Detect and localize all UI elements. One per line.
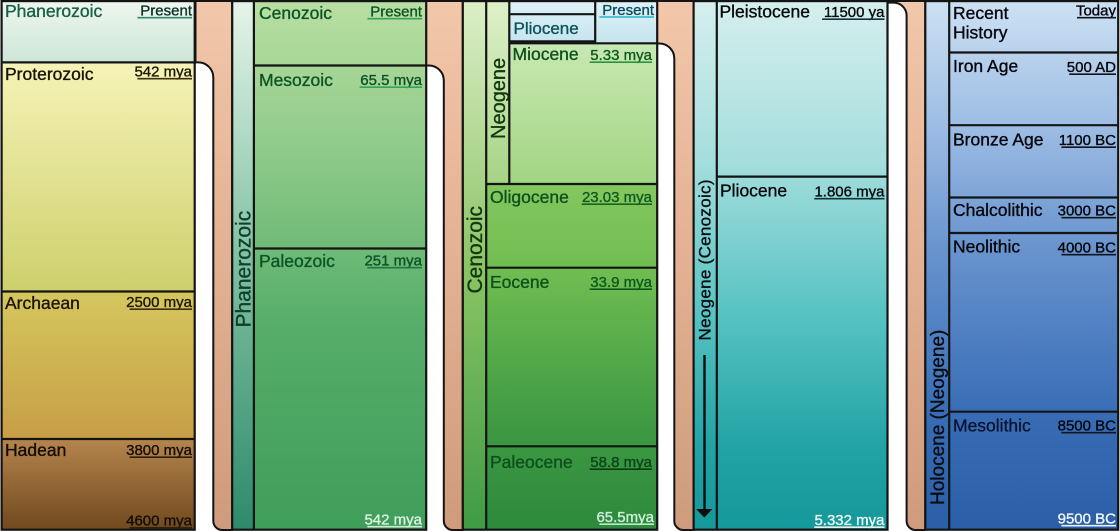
svg-text:Bronze Age: Bronze Age [953,130,1043,150]
svg-text:Paleozoic: Paleozoic [259,251,335,271]
svg-text:Phanerozoic: Phanerozoic [233,211,256,328]
svg-text:58.8 mya: 58.8 mya [590,454,652,471]
svg-text:Mesolithic: Mesolithic [953,416,1031,436]
svg-text:Present: Present [602,2,655,19]
svg-text:3800 mya: 3800 mya [126,442,193,459]
svg-text:8500 BC: 8500 BC [1058,418,1117,435]
svg-text:1100 BC: 1100 BC [1059,132,1116,149]
svg-text:Neogene (Cenozoic): Neogene (Cenozoic) [696,179,715,340]
svg-text:542 mya: 542 mya [134,64,192,81]
svg-text:4600 mya: 4600 mya [126,513,193,530]
svg-text:Today: Today [1076,3,1117,20]
svg-text:Hadean: Hadean [5,440,66,460]
svg-text:11500 ya: 11500 ya [824,4,885,21]
svg-text:Neolithic: Neolithic [953,237,1020,257]
svg-text:Mesozoic: Mesozoic [259,70,333,90]
svg-text:Oligocene: Oligocene [490,187,569,207]
svg-text:Iron Age: Iron Age [953,56,1018,76]
svg-text:65.5 mya: 65.5 mya [360,72,422,89]
svg-text:Neogene: Neogene [488,58,510,139]
svg-text:Pleistocene: Pleistocene [720,2,810,22]
svg-text:500 AD: 500 AD [1067,59,1116,76]
svg-text:5.33 mya: 5.33 mya [590,47,652,64]
svg-text:251 mya: 251 mya [364,253,422,270]
svg-text:Phanerozoic: Phanerozoic [5,1,103,21]
svg-text:65.5mya: 65.5mya [596,509,654,526]
svg-text:Recent: Recent [953,3,1009,23]
svg-text:23.03 mya: 23.03 mya [582,189,653,206]
svg-text:Present: Present [140,3,193,20]
svg-text:Miocene: Miocene [513,44,579,64]
svg-text:5.332 mya: 5.332 mya [814,512,885,529]
svg-text:1.806 mya: 1.806 mya [814,184,885,201]
svg-text:Proterozoic: Proterozoic [5,64,94,84]
svg-text:542 mya: 542 mya [364,512,422,529]
svg-text:3000 BC: 3000 BC [1058,203,1117,220]
svg-text:4000 BC: 4000 BC [1058,240,1117,257]
svg-text:Pliocene: Pliocene [720,181,787,201]
svg-text:Paleocene: Paleocene [490,452,573,472]
svg-text:Eocene: Eocene [490,272,549,292]
svg-text:Pliocene: Pliocene [514,19,579,38]
svg-text:Cenozoic: Cenozoic [464,206,487,294]
svg-text:History: History [953,23,1008,43]
svg-text:Present: Present [370,4,423,21]
svg-text:Holocene (Neogene): Holocene (Neogene) [928,330,949,505]
svg-text:33.9 mya: 33.9 mya [590,274,652,291]
svg-text:Cenozoic: Cenozoic [259,3,332,23]
svg-text:9500 BC: 9500 BC [1058,511,1117,528]
svg-text:Chalcolithic: Chalcolithic [953,200,1043,220]
svg-text:Archaean: Archaean [5,293,80,313]
svg-text:2500 mya: 2500 mya [126,294,193,311]
